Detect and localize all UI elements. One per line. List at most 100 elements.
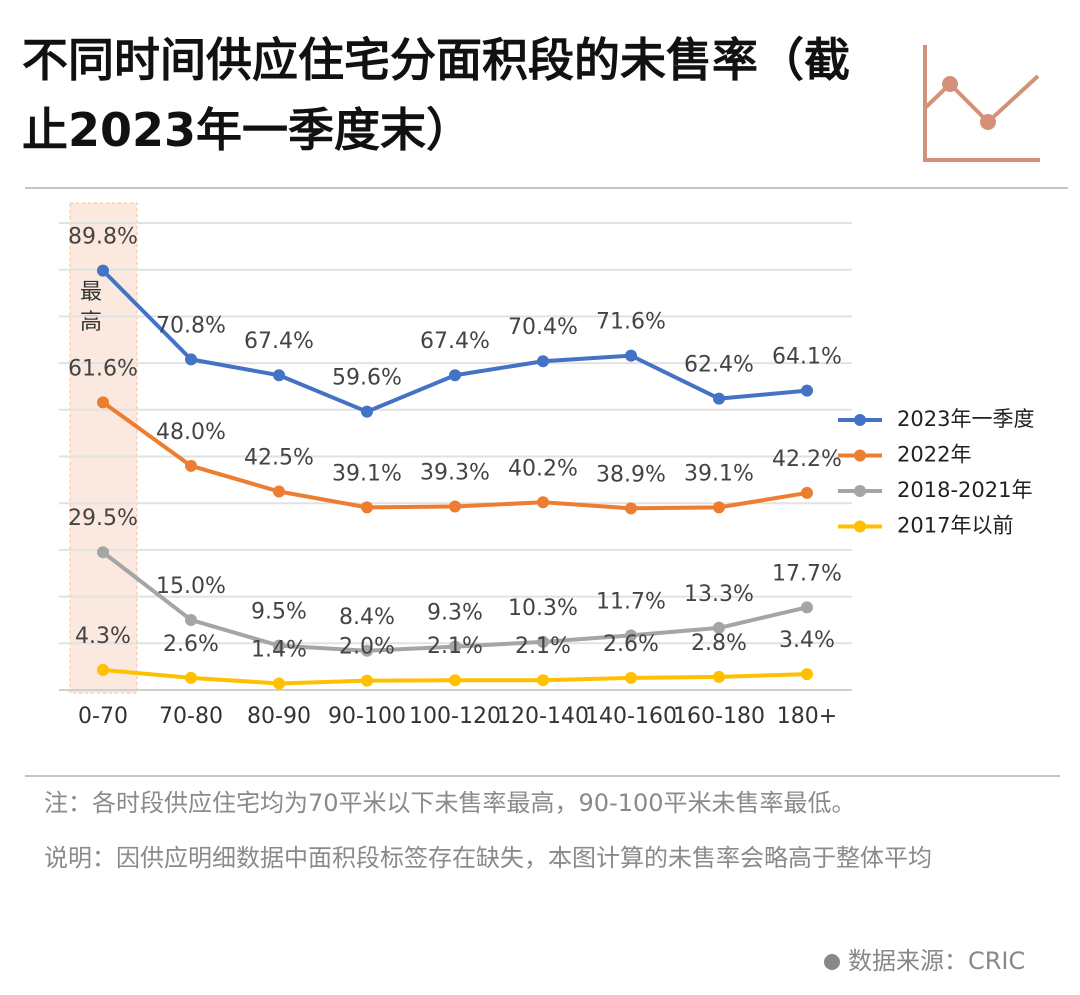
data-label: 2.6% <box>603 632 659 657</box>
x-tick-label: 160-180 <box>673 704 765 729</box>
data-label: 70.8% <box>156 313 226 338</box>
data-point <box>273 369 285 382</box>
x-tick-label: 70-80 <box>159 704 223 729</box>
data-point <box>537 635 549 648</box>
data-label: 42.2% <box>772 447 842 472</box>
data-label: 2.8% <box>691 631 747 656</box>
data-label: 2.0% <box>339 635 395 660</box>
data-label: 39.3% <box>420 460 490 485</box>
data-point <box>801 384 813 397</box>
data-label: 17.7% <box>772 561 842 586</box>
x-tick-label: 180+ <box>777 704 837 729</box>
data-point <box>361 674 373 687</box>
data-label: 59.6% <box>332 366 402 391</box>
legend-label: 2023年一季度 <box>897 407 1034 431</box>
data-point <box>449 640 461 653</box>
data-label: 10.3% <box>508 596 578 621</box>
note: 说明：因供应明细数据中面积段标签存在缺失，本图计算的未售率会略高于整体平均 <box>44 844 932 872</box>
data-label: 42.5% <box>244 446 314 471</box>
data-point <box>713 670 725 683</box>
data-point <box>185 459 197 472</box>
x-tick-label: 140-160 <box>585 704 677 729</box>
x-tick-label: 0-70 <box>78 704 128 729</box>
icon-dot <box>980 114 996 130</box>
data-point <box>625 502 637 515</box>
chart-title: 不同时间供应住宅分面积段的未售率（截止2023年一季度末） <box>22 33 850 157</box>
data-point <box>185 671 197 684</box>
data-label: 67.4% <box>244 329 314 354</box>
data-point <box>361 501 373 514</box>
data-label: 64.1% <box>772 345 842 370</box>
icon-dot <box>942 76 958 92</box>
data-point <box>801 601 813 614</box>
data-point <box>449 369 461 382</box>
data-label: 2.1% <box>427 634 483 659</box>
data-point <box>97 396 109 409</box>
data-point <box>537 496 549 509</box>
icon <box>923 45 1040 162</box>
data-label: 71.6% <box>596 310 666 335</box>
data-label: 15.0% <box>156 574 226 599</box>
data-label: 4.3% <box>75 624 131 649</box>
legend-label: 2018-2021年 <box>897 478 1032 502</box>
legend-swatch <box>854 449 866 462</box>
x-tick-label: 120-140 <box>497 704 589 729</box>
data-point <box>713 392 725 405</box>
icon-line <box>923 74 1040 125</box>
data-point <box>97 264 109 277</box>
data-point <box>361 644 373 657</box>
data-label: 70.4% <box>508 315 578 340</box>
data-point <box>713 621 725 634</box>
series-line <box>101 400 808 511</box>
data-label: 11.7% <box>596 589 666 614</box>
data-label: 38.9% <box>596 462 666 487</box>
source-bullet <box>824 954 840 970</box>
data-label: 3.4% <box>779 628 835 653</box>
data-label: 67.4% <box>420 329 490 354</box>
data-label: 1.4% <box>251 637 307 662</box>
data-point <box>801 668 813 681</box>
data-point <box>449 674 461 687</box>
data-label: 8.4% <box>339 605 395 630</box>
data-point <box>449 500 461 513</box>
data-label: 62.4% <box>684 353 754 378</box>
legend-label: 2022年 <box>897 443 971 467</box>
x-tick-label: 80-90 <box>247 704 311 729</box>
legend-label: 2017年以前 <box>897 514 1013 538</box>
legend-swatch <box>854 485 866 497</box>
data-label: 9.5% <box>251 600 307 625</box>
data-point <box>273 639 285 652</box>
data-point <box>537 355 549 368</box>
x-tick-label: 90-100 <box>328 704 406 729</box>
data-label: 29.5% <box>68 506 138 531</box>
data-label: 40.2% <box>508 456 578 481</box>
data-point <box>801 486 813 499</box>
data-point <box>713 501 725 514</box>
data-label: 9.3% <box>427 601 483 626</box>
legend-swatch <box>854 520 866 533</box>
annotation-box: 最高 <box>80 280 102 335</box>
data-label: 39.1% <box>332 461 402 486</box>
x-tick-label: 100-120 <box>409 704 501 729</box>
data-label: 2.6% <box>163 632 219 657</box>
data-label: 13.3% <box>684 582 754 607</box>
data-point <box>625 671 637 684</box>
data-point <box>97 663 109 676</box>
data-point <box>185 613 197 626</box>
icon-axes <box>923 45 1040 162</box>
note: 注：各时段供应住宅均为70平米以下未售率最高，90-100平米未售率最低。 <box>44 789 856 817</box>
data-point <box>625 349 637 362</box>
data-label: 61.6% <box>68 356 138 381</box>
data-point <box>625 629 637 642</box>
data-point <box>185 353 197 366</box>
highlight-band <box>69 202 138 694</box>
data-label: 39.1% <box>684 461 754 486</box>
source: 数据来源：CRIC <box>848 947 1025 975</box>
data-label: 48.0% <box>156 420 226 445</box>
data-point <box>361 405 373 418</box>
data-label: 2.1% <box>515 634 571 659</box>
data-point <box>97 546 109 559</box>
data-point <box>273 485 285 498</box>
